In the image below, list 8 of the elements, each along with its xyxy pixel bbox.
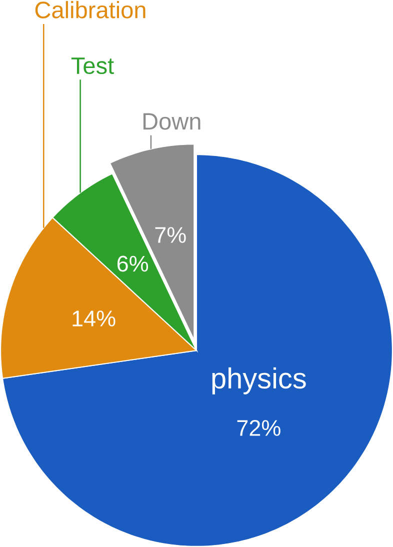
data-label: 6% xyxy=(117,256,148,272)
slice-label: physics xyxy=(212,367,306,394)
data-label: 14% xyxy=(72,310,116,326)
data-label: 72% xyxy=(237,420,280,436)
slice-label: Calibration xyxy=(35,1,146,18)
slice-label: Test xyxy=(71,58,114,74)
slice-label: Down xyxy=(143,113,200,130)
data-label: 7% xyxy=(155,227,186,243)
